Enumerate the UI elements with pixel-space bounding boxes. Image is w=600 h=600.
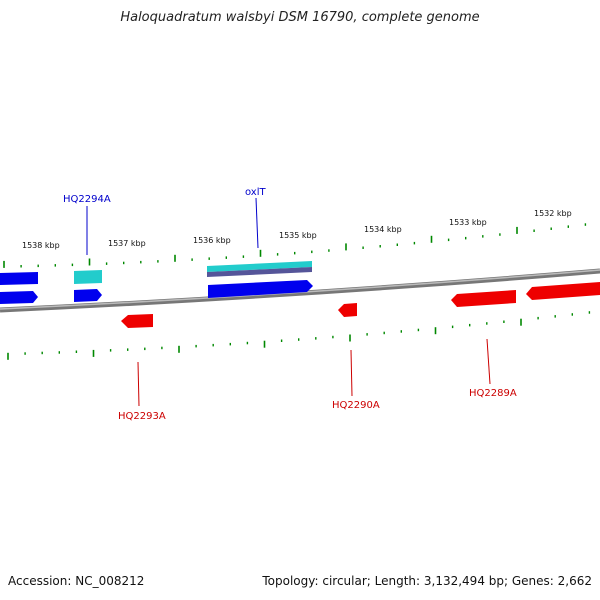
rna-gene — [74, 270, 102, 284]
genome-backbone — [0, 268, 600, 313]
scale-label: 1537 kbp — [108, 239, 146, 248]
scale-label: 1538 kbp — [22, 241, 60, 250]
scale-label: 1533 kbp — [449, 218, 487, 227]
gene-label-hq2293a: HQ2293A — [118, 411, 166, 422]
rna-gene — [207, 261, 312, 272]
reverse-genes — [121, 282, 600, 328]
gene-labels: HQ2294A oxlT HQ2293A HQ2290A HQ2289A — [63, 187, 517, 422]
gene-forward — [208, 280, 313, 298]
genome-info: Topology: circular; Length: 3,132,494 bp… — [262, 574, 592, 588]
map-title: Haloquadratum walsbyi DSM 16790, complet… — [120, 10, 480, 25]
scale-labels: 1538 kbp 1537 kbp 1536 kbp 1535 kbp 1534… — [22, 209, 572, 250]
gene-reverse — [121, 314, 153, 328]
upper-scale — [3, 223, 587, 268]
rna-genes — [74, 261, 312, 284]
gene-label-hq2294a: HQ2294A — [63, 194, 111, 205]
gene-forward — [0, 272, 38, 285]
scale-label: 1536 kbp — [193, 236, 231, 245]
scale-label: 1534 kbp — [364, 225, 402, 234]
scale-label: 1532 kbp — [534, 209, 572, 218]
gene-reverse — [451, 290, 516, 307]
forward-genes — [0, 272, 313, 304]
gene-reverse — [526, 282, 600, 300]
lower-scale — [7, 311, 591, 360]
gene-forward — [74, 289, 102, 302]
scale-label: 1535 kbp — [279, 231, 317, 240]
gene-forward — [0, 291, 38, 304]
rna-gene — [207, 267, 312, 277]
gene-reverse — [338, 303, 357, 317]
gene-label-hq2290a: HQ2290A — [332, 400, 380, 411]
accession-label: Accession: NC_008212 — [8, 574, 145, 588]
gene-label-hq2289a: HQ2289A — [469, 388, 517, 399]
label-leaders — [86, 197, 491, 407]
gene-label-oxlt: oxlT — [245, 187, 267, 198]
